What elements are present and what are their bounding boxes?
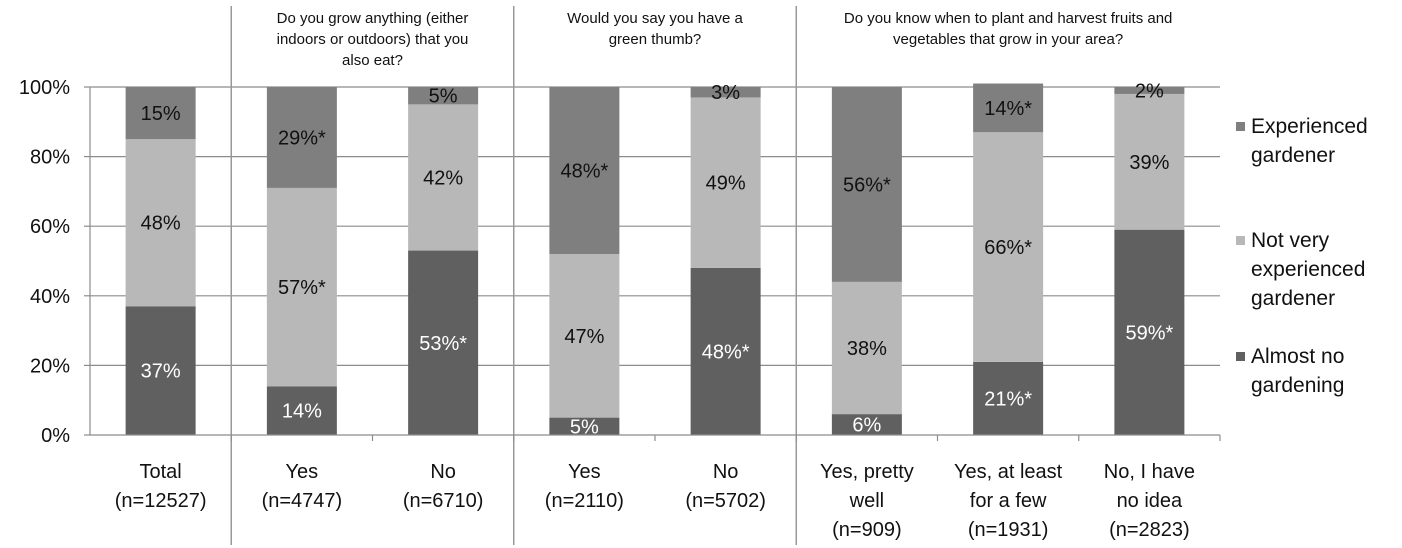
data-label: 56%* <box>843 174 891 196</box>
bar-segment <box>125 87 196 140</box>
group-title: vegetables that grow in your area? <box>893 31 1123 48</box>
bar-segment <box>125 139 196 307</box>
legend-swatch <box>1236 236 1245 245</box>
category-label: (n=909) <box>832 519 902 541</box>
category-label: Yes, at least <box>954 461 1063 483</box>
data-label: 5% <box>570 416 599 438</box>
bar-segment <box>1114 93 1185 230</box>
category-label: no idea <box>1117 490 1183 512</box>
bar-segment <box>125 306 196 435</box>
data-label: 48% <box>141 213 181 235</box>
legend: Experienced gardener Not very experienced ga… <box>1236 115 1368 397</box>
data-label: 53%* <box>419 333 467 355</box>
data-label: 37% <box>141 361 181 383</box>
bar-segment <box>266 87 337 188</box>
y-tick-label: 20% <box>30 355 70 377</box>
data-label: 6% <box>852 415 881 437</box>
bar-segment <box>1114 87 1185 94</box>
category-label: Yes <box>286 461 319 483</box>
bar-segment <box>408 87 479 105</box>
data-label: 29%* <box>278 127 326 149</box>
bar-segment <box>266 386 337 435</box>
data-label: 3% <box>711 82 740 104</box>
group-title: also eat? <box>342 52 403 69</box>
bar-segment <box>549 87 620 255</box>
data-label: 2% <box>1135 80 1164 102</box>
category-label: (n=2110) <box>545 490 624 512</box>
data-label: 21%* <box>984 388 1032 410</box>
category-label: (n=1931) <box>968 519 1049 541</box>
axes: 0% 20% 40% 60% 80% 100% <box>19 77 1221 447</box>
group-title: green thumb? <box>609 31 702 48</box>
gridlines <box>90 86 1220 366</box>
legend-swatch <box>1236 352 1245 361</box>
category-label: Total <box>140 461 182 483</box>
data-label: 66%* <box>984 237 1032 259</box>
bar-segment <box>831 281 902 415</box>
category-label: (n=2823) <box>1109 519 1190 541</box>
labels: Do you grow anything (either indoors or o… <box>115 10 1195 541</box>
bar-segment <box>408 250 479 435</box>
y-tick-label: 100% <box>19 77 70 99</box>
data-label: 47% <box>564 326 604 348</box>
y-tick-label: 80% <box>30 147 70 169</box>
data-label: 15% <box>141 103 181 125</box>
legend-label: gardener <box>1251 287 1335 310</box>
category-label: No <box>713 461 739 483</box>
category-label: for a few <box>970 490 1047 512</box>
bar-segment <box>266 187 337 387</box>
data-label: 48%* <box>560 161 608 183</box>
category-label: Yes <box>568 461 601 483</box>
category-label: (n=5702) <box>685 490 766 512</box>
group-title: indoors or outdoors) that you <box>277 31 469 48</box>
data-label: 14%* <box>984 98 1032 120</box>
bar-segment <box>690 267 761 435</box>
category-label: No, I have <box>1104 461 1195 483</box>
data-label: 38% <box>847 338 887 360</box>
bar-segment <box>690 97 761 268</box>
legend-label: Not very <box>1251 229 1330 252</box>
bar-segment <box>973 132 1044 362</box>
bar-segment <box>1114 229 1185 435</box>
bar-segment <box>973 361 1044 435</box>
bar-segment <box>549 254 620 418</box>
bar-segment <box>549 417 620 435</box>
category-label: (n=6710) <box>403 490 484 512</box>
data-label: 5% <box>429 86 458 108</box>
legend-label: Almost no <box>1251 345 1344 368</box>
legend-label: Experienced <box>1251 115 1368 138</box>
group-title: Do you know when to plant and harvest fr… <box>844 10 1173 27</box>
legend-label: gardening <box>1251 374 1344 397</box>
group-title: Would you say you have a <box>567 10 743 27</box>
category-label: (n=4747) <box>262 490 343 512</box>
data-label: 57%* <box>278 277 326 299</box>
legend-swatch <box>1236 122 1245 131</box>
y-tick-label: 0% <box>41 425 70 447</box>
data-label: 49% <box>706 173 746 195</box>
legend-label: experienced <box>1251 258 1365 281</box>
bars <box>125 83 1185 435</box>
data-label: 59%* <box>1125 322 1173 344</box>
y-tick-label: 40% <box>30 286 70 308</box>
data-label: 39% <box>1129 152 1169 174</box>
category-label: (n=12527) <box>115 490 207 512</box>
data-label: 42% <box>423 167 463 189</box>
category-label: No <box>430 461 456 483</box>
bar-segment <box>831 87 902 282</box>
bar-segment <box>690 87 761 98</box>
category-label: Yes, pretty <box>820 461 914 483</box>
legend-label: gardener <box>1251 144 1335 167</box>
bar-segment <box>408 104 479 251</box>
y-tick-label: 60% <box>30 216 70 238</box>
group-separators <box>230 6 797 545</box>
group-title: Do you grow anything (either <box>277 10 469 27</box>
data-label: 48%* <box>702 341 750 363</box>
category-label: well <box>849 490 884 512</box>
bar-segment <box>831 414 902 435</box>
bar-segment <box>973 83 1044 133</box>
data-label: 14% <box>282 401 322 423</box>
